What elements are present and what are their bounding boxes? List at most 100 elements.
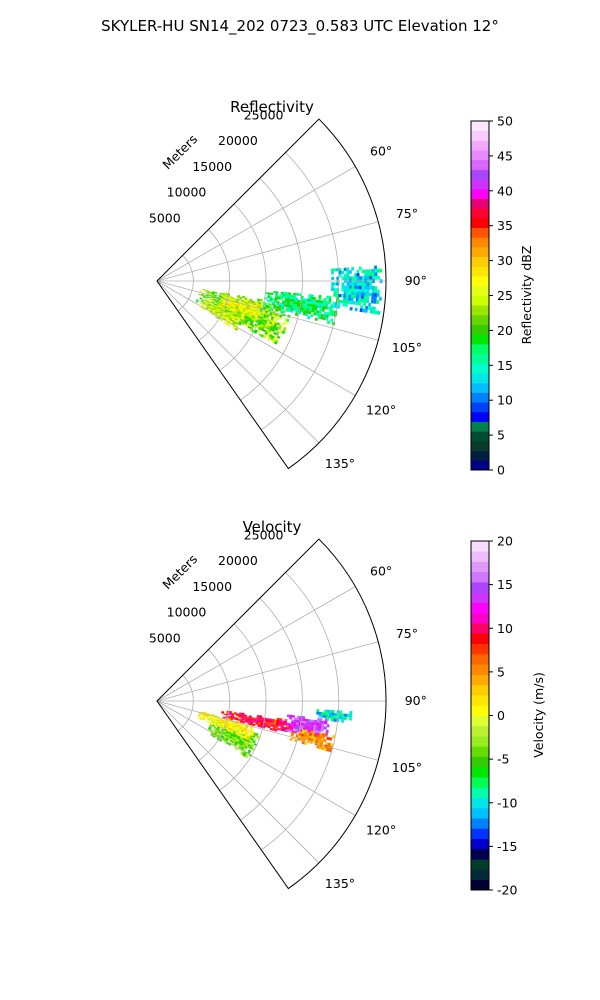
colorbar-cell	[471, 285, 489, 296]
colorbar-cell	[471, 411, 489, 422]
range-ring	[219, 203, 267, 371]
colorbar-cell	[471, 140, 489, 151]
colorbar-cell	[471, 756, 489, 768]
colorbar-cell	[471, 551, 489, 562]
colorbar-tick-label: 35	[497, 218, 513, 233]
echo-region	[289, 729, 336, 753]
colorbar-cell	[471, 705, 489, 716]
colorbar-tick-label: 30	[497, 253, 513, 268]
azimuth-tick-label: 135°	[325, 876, 355, 891]
colorbar-cell	[471, 227, 489, 238]
reflectivity-echoes	[195, 265, 383, 345]
velocity-radial-ticks: 5000 10000 15000 20000 25000	[149, 527, 284, 645]
velocity-azimuth-ticks: 60° 75° 90° 105° 120° 135°	[325, 564, 427, 891]
colorbar-cell	[471, 450, 489, 461]
echo-region	[217, 294, 264, 321]
azimuth-tick-label: 90°	[405, 273, 427, 288]
colorbar-tick-label: -10	[497, 795, 517, 810]
colorbar-tick-label: 40	[497, 183, 513, 198]
colorbar-cell	[471, 460, 489, 471]
colorbar-cell	[471, 674, 489, 686]
velocity-grid	[156, 572, 386, 864]
velocity-title: Velocity	[243, 518, 302, 536]
colorbar-tick-label: 5	[497, 664, 505, 679]
range-ring	[198, 229, 231, 341]
reflectivity-frame	[156, 118, 387, 470]
azimuth-tick-label: 75°	[396, 626, 418, 641]
colorbar-cell	[471, 848, 489, 860]
colorbar-cell	[471, 208, 489, 219]
colorbar-cell	[471, 541, 489, 552]
reflectivity-panel: Reflectivity 5000 10000 15000 20000 25000 60…	[149, 98, 427, 471]
range-ring	[198, 649, 231, 761]
colorbar-tick-label: 20	[497, 534, 513, 549]
azimuth-tick-label: 75°	[396, 206, 418, 221]
colorbar-cell	[471, 633, 489, 645]
colorbar-cell	[471, 684, 489, 696]
colorbar-cell	[471, 807, 489, 819]
colorbar-cell	[471, 256, 489, 267]
colorbar-cell	[471, 295, 489, 306]
reflectivity-colorbar: 0 5 10 15 20 25 30 35 40 45 50 Reflectivity dBZ	[470, 114, 534, 478]
azimuth-tick-label: 120°	[366, 822, 396, 837]
azimuth-spoke	[156, 700, 356, 816]
echo-region	[196, 711, 255, 740]
azimuth-spoke	[156, 166, 356, 282]
colorbar-cell	[471, 869, 489, 881]
colorbar-tick-label: 45	[497, 148, 513, 163]
colorbar-cell	[471, 363, 489, 374]
velocity-colorbar: -20 -15 -10 -5 0 5 10 15 20 Velocity (m/s)	[470, 534, 546, 898]
range-ring	[177, 255, 194, 312]
colorbar-cell	[471, 373, 489, 384]
colorbar-cell	[471, 198, 489, 209]
azimuth-spoke	[156, 280, 379, 341]
figure-title: SKYLER-HU SN14_202 0723_0.583 UTC Elevat…	[101, 17, 499, 36]
colorbar-cell	[471, 612, 489, 624]
colorbar-cell	[471, 818, 489, 829]
colorbar-tick-label: 5	[497, 428, 505, 443]
colorbar-cell	[471, 643, 489, 655]
colorbar-tick-label: 0	[497, 463, 505, 478]
colorbar-cell	[471, 664, 489, 675]
colorbar-tick-label: 50	[497, 114, 513, 129]
colorbar-cell	[471, 787, 489, 799]
velocity-colorbar-label: Velocity (m/s)	[531, 672, 546, 758]
radial-tick-label: 10000	[167, 185, 207, 200]
azimuth-spoke	[156, 641, 379, 702]
velocity-echoes	[196, 709, 353, 759]
azimuth-tick-label: 60°	[370, 564, 392, 579]
colorbar-cell	[471, 159, 489, 170]
colorbar-cell	[471, 828, 489, 840]
range-ring	[261, 152, 340, 431]
colorbar-cell	[471, 736, 489, 747]
colorbar-tick-label: 10	[497, 393, 513, 408]
radial-tick-label: 15000	[192, 579, 232, 594]
colorbar-cell	[471, 237, 489, 248]
colorbar-cell	[471, 431, 489, 442]
azimuth-tick-label: 120°	[366, 402, 396, 417]
colorbar-cell	[471, 276, 489, 287]
azimuth-spoke	[156, 700, 379, 761]
colorbar-cell	[471, 879, 489, 891]
colorbar-cell	[471, 746, 489, 757]
colorbar-cell	[471, 266, 489, 277]
colorbar-cell	[471, 653, 489, 665]
colorbar-cell	[471, 188, 489, 199]
radial-tick-label: 25000	[244, 527, 284, 542]
colorbar-cell	[471, 582, 489, 593]
colorbar-cell	[471, 838, 489, 850]
colorbar-cell	[471, 777, 489, 788]
colorbar-cell	[471, 392, 489, 403]
azimuth-tick-label: 105°	[392, 760, 422, 775]
colorbar-cell	[471, 859, 489, 870]
azimuth-tick-label: 60°	[370, 144, 392, 159]
azimuth-spoke	[156, 221, 379, 282]
colorbar-cell	[471, 334, 489, 345]
colorbar-cell	[471, 324, 489, 335]
colorbar-cell	[471, 766, 489, 778]
colorbar-tick-label: 0	[497, 708, 505, 723]
range-ring	[240, 177, 303, 401]
radial-tick-label: 10000	[167, 605, 207, 620]
colorbar-cell	[471, 571, 489, 583]
